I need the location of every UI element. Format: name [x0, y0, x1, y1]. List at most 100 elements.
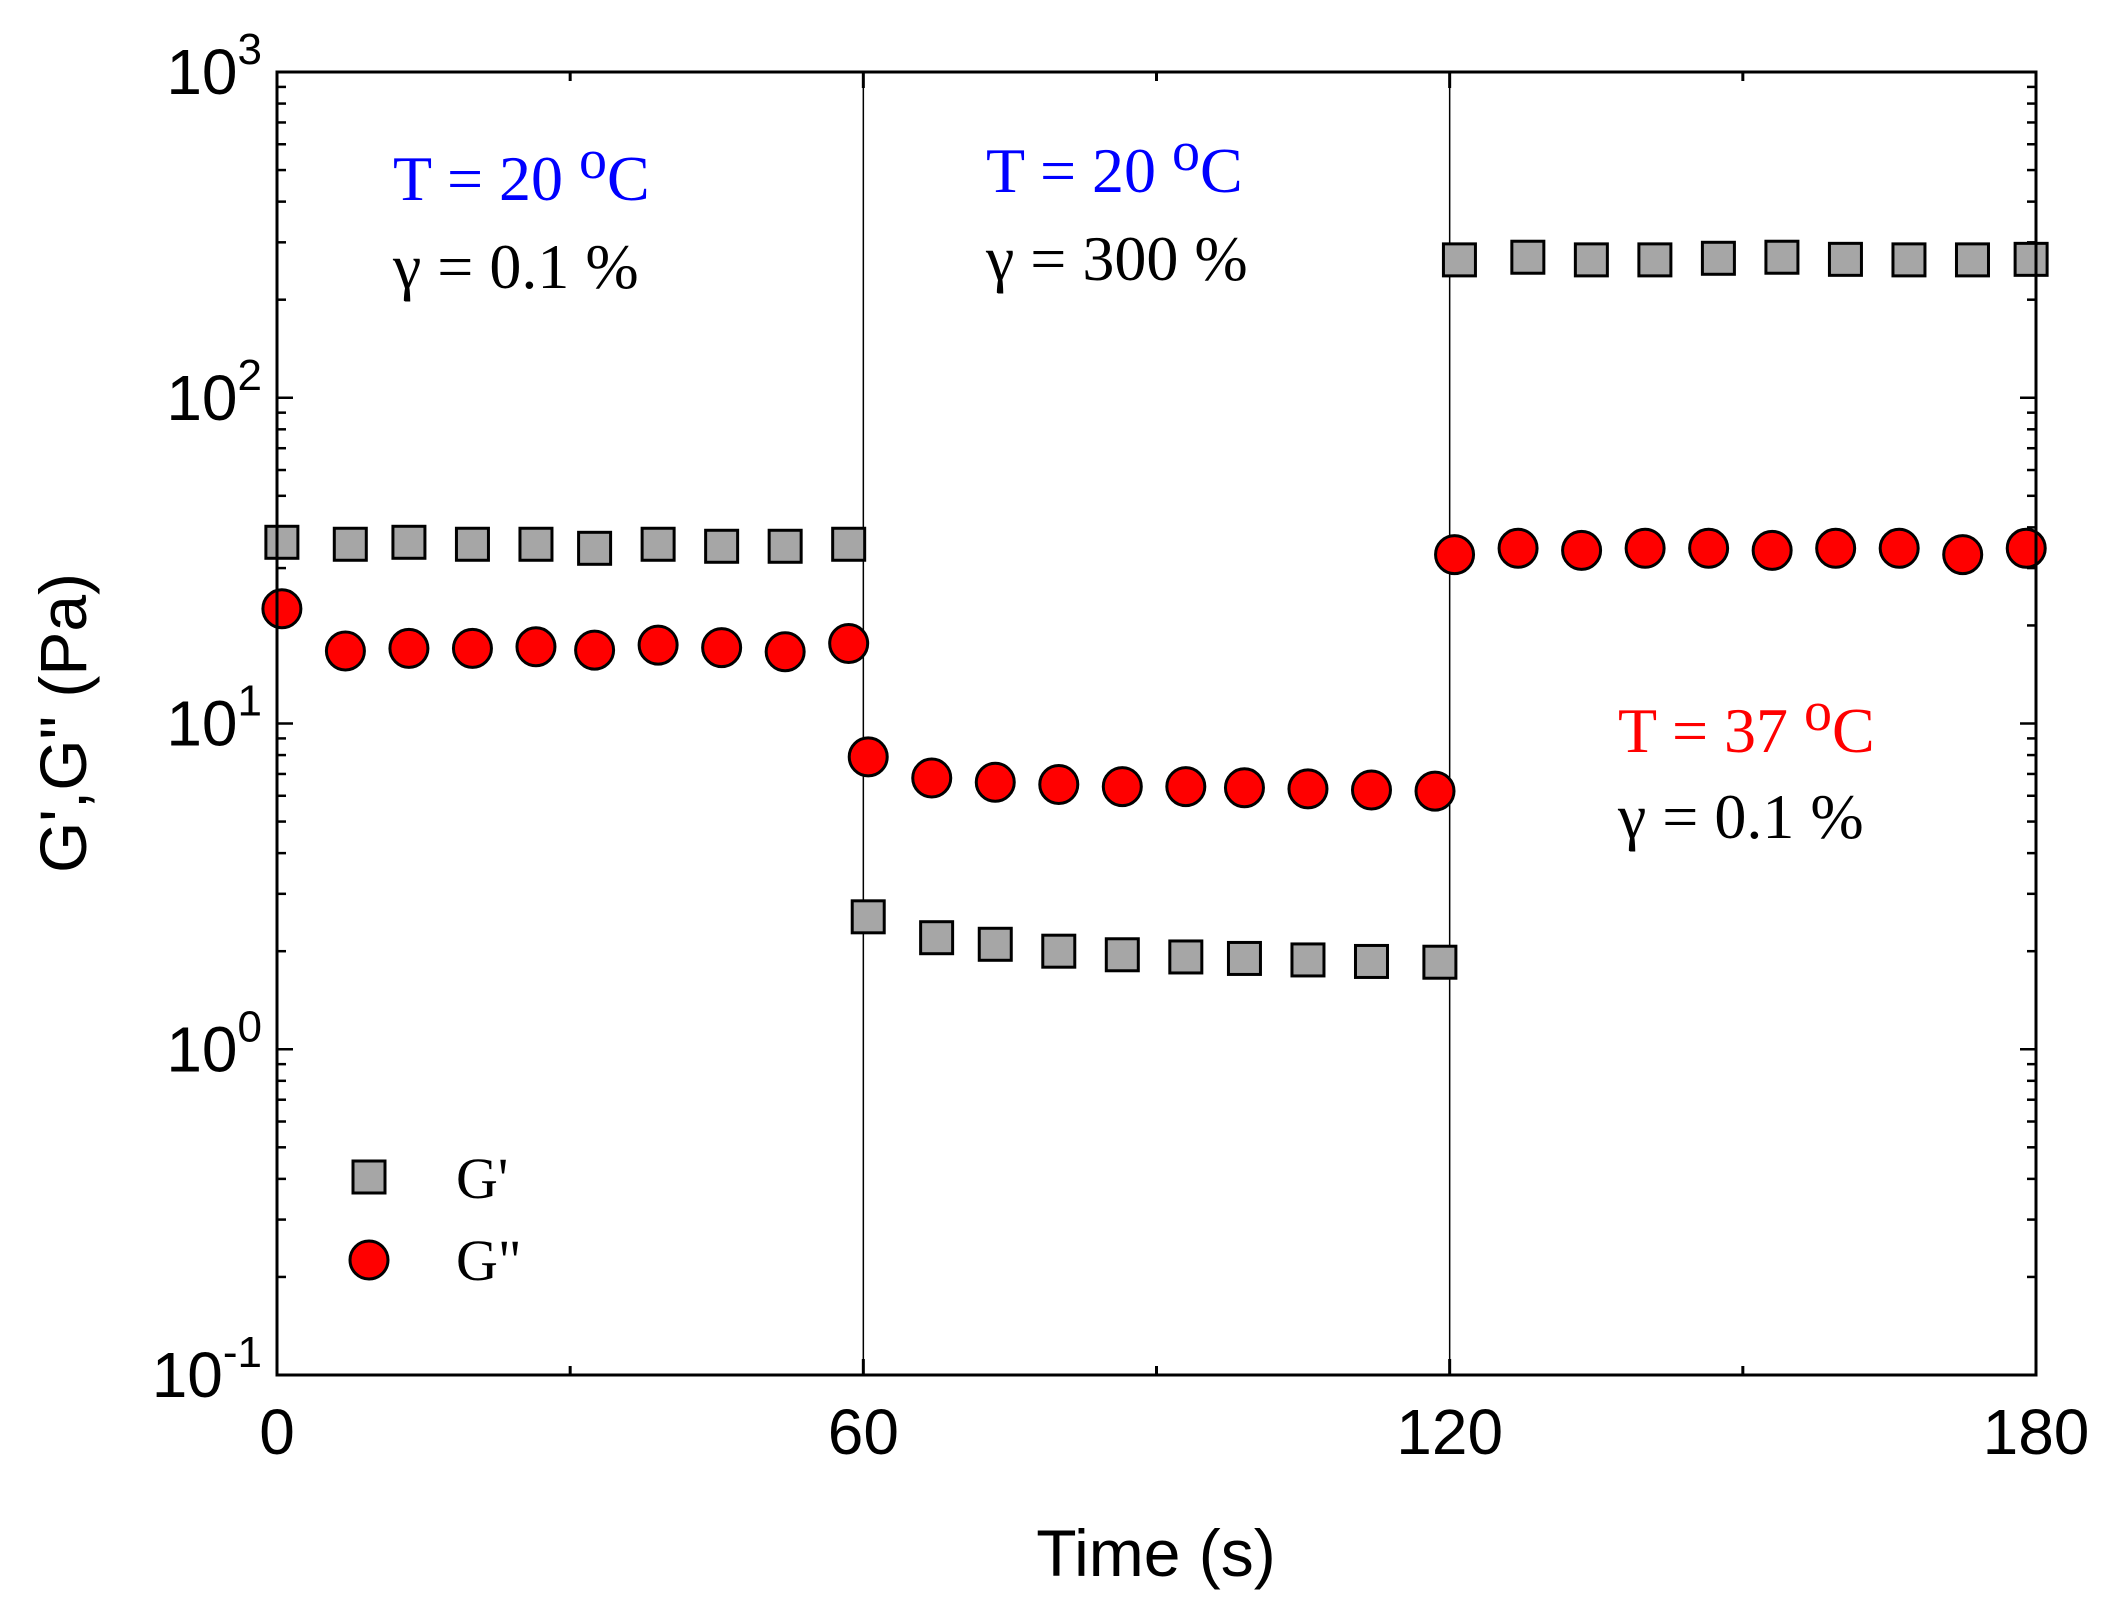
- gdoubleprime-point: [974, 761, 1016, 803]
- annotation-1-degree: o: [579, 129, 607, 191]
- annotation-region-2: T = 20 oC γ = 300 %: [985, 121, 1248, 294]
- legend-marker-gprime: [351, 1159, 387, 1195]
- gdoubleprime-point: [1101, 766, 1143, 808]
- gdoubleprime-point: [1942, 534, 1984, 576]
- gdoubleprime-point: [1434, 534, 1476, 576]
- gdoubleprime-point: [1751, 529, 1793, 571]
- gprime-point: [919, 920, 955, 956]
- gdoubleprime-point: [1497, 527, 1539, 569]
- gprime-point: [1700, 240, 1736, 276]
- y-tick-label: 102: [166, 351, 262, 434]
- gprime-point: [1104, 937, 1140, 973]
- annotation-region-3: T = 37 oC γ = 0.1 %: [1617, 681, 1875, 852]
- gprime-point: [1827, 241, 1863, 277]
- gdoubleprime-point: [574, 629, 616, 671]
- annotation-1-strain: γ = 0.1 %: [392, 231, 639, 302]
- gdoubleprime-point: [1414, 770, 1456, 812]
- annotation-3-strain: γ = 0.1 %: [1617, 781, 1864, 852]
- gprime-point: [1764, 239, 1800, 275]
- legend-label-gprime: G': [456, 1146, 508, 1211]
- svg-text:T = 20 oC: T = 20 oC: [393, 129, 650, 214]
- gdoubleprime-point: [1688, 527, 1730, 569]
- gdoubleprime-point: [911, 757, 953, 799]
- gprime-point: [1422, 944, 1458, 980]
- gdoubleprime-point: [764, 631, 806, 673]
- annotation-2-strain: γ = 300 %: [985, 223, 1248, 294]
- svg-text:T = 37 oC: T = 37 oC: [1618, 681, 1875, 766]
- gprime-point: [1954, 242, 1990, 278]
- gdoubleprime-point: [1223, 767, 1265, 809]
- legend-marker-gdoubleprime: [348, 1239, 390, 1281]
- y-tick-labels: 10-1 100 101 102 103: [152, 25, 262, 1411]
- gdoubleprime-point: [261, 588, 303, 630]
- gdoubleprime-point: [1561, 529, 1603, 571]
- x-tick-label: 60: [828, 1396, 899, 1468]
- x-tick-label: 0: [259, 1396, 295, 1468]
- gprime-point: [332, 526, 368, 562]
- gprime-point: [1510, 239, 1546, 275]
- y-axis-title: G',G" (Pa): [26, 573, 100, 873]
- gdoubleprime-point: [828, 623, 870, 665]
- gprime-point: [264, 524, 300, 560]
- gprime-point: [767, 528, 803, 564]
- region-dividers: [862, 72, 1451, 1375]
- gdoubleprime-point: [2005, 527, 2047, 569]
- gprime-point: [1041, 933, 1077, 969]
- gdoubleprime-point: [1624, 527, 1666, 569]
- annotation-1-temp: T = 20: [393, 143, 579, 214]
- gprime-point: [850, 899, 886, 935]
- annotation-2-degree: o: [1172, 121, 1200, 183]
- annotation-region-1: T = 20 oC γ = 0.1 %: [392, 129, 650, 302]
- gprime-point: [1573, 242, 1609, 278]
- gdoubleprime-point: [701, 627, 743, 669]
- gdoubleprime-point: [1165, 766, 1207, 808]
- x-tick-label: 180: [1983, 1396, 2090, 1468]
- gprime-point: [391, 524, 427, 560]
- annotation-3-temp: T = 37: [1618, 695, 1804, 766]
- gdoubleprime-point: [1350, 769, 1392, 811]
- annotation-3-unit: C: [1832, 695, 1875, 766]
- y-tick-label: 10-1: [152, 1328, 262, 1411]
- gdoubleprime-point: [324, 630, 366, 672]
- gprime-point: [1226, 940, 1262, 976]
- gdoubleprime-point: [451, 627, 493, 669]
- legend: G' G": [348, 1146, 522, 1293]
- series-gdoubleprime: [261, 527, 2047, 812]
- annotation-2-temp: T = 20: [986, 135, 1172, 206]
- annotation-2-unit: C: [1200, 135, 1243, 206]
- annotation-1-unit: C: [607, 143, 650, 214]
- gprime-point: [1441, 242, 1477, 278]
- gprime-point: [640, 526, 676, 562]
- gdoubleprime-point: [515, 626, 557, 668]
- gprime-point: [2013, 241, 2049, 277]
- gdoubleprime-point: [847, 736, 889, 778]
- data-series: [261, 239, 2049, 980]
- gprime-point: [1168, 939, 1204, 975]
- gprime-point: [1290, 942, 1326, 978]
- y-tick-label: 100: [166, 1002, 262, 1085]
- x-tick-label: 120: [1396, 1396, 1503, 1468]
- svg-text:T = 20 oC: T = 20 oC: [986, 121, 1243, 206]
- gprime-point: [577, 530, 613, 566]
- plot-frame: [275, 70, 2038, 1377]
- x-axis-title: Time (s): [1036, 1516, 1276, 1590]
- gprime-point: [831, 526, 867, 562]
- series-gprime: [264, 239, 2049, 980]
- gdoubleprime-point: [388, 627, 430, 669]
- y-tick-label: 101: [166, 677, 262, 760]
- x-tick-labels: 0 60 120 180: [259, 1396, 2089, 1468]
- gprime-point: [518, 526, 554, 562]
- gprime-point: [454, 526, 490, 562]
- gprime-point: [704, 528, 740, 564]
- y-tick-label: 103: [166, 25, 262, 108]
- gprime-point: [1637, 242, 1673, 278]
- gdoubleprime-point: [1287, 768, 1329, 810]
- gprime-point: [1891, 242, 1927, 278]
- gdoubleprime-point: [637, 624, 679, 666]
- gprime-point: [977, 926, 1013, 962]
- legend-label-gdoubleprime: G": [456, 1228, 522, 1293]
- gdoubleprime-point: [1038, 763, 1080, 805]
- gprime-point: [1353, 943, 1389, 979]
- gdoubleprime-point: [1815, 527, 1857, 569]
